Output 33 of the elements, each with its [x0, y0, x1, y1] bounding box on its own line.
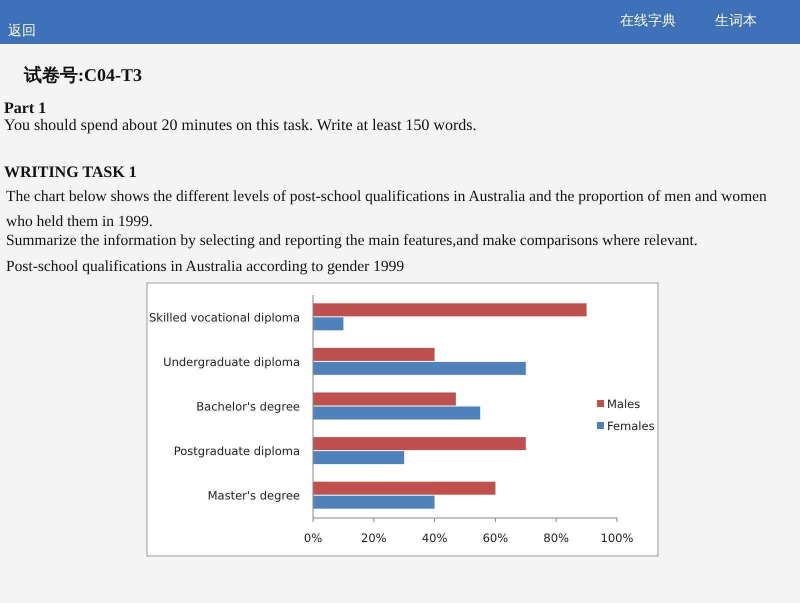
- x-tick-label: 20%: [361, 531, 387, 545]
- text: 试卷号:C04-T3: [24, 64, 142, 87]
- bar: [313, 392, 456, 406]
- bar: [313, 362, 526, 375]
- y-tick-label: Skilled vocational diploma: [149, 310, 300, 324]
- y-tick-label: Master's degree: [208, 488, 300, 503]
- bar: [313, 451, 404, 464]
- bar: [313, 496, 435, 509]
- text: Summarize the information by selecting and reporting the main features,and make comparisons where relevant.: [6, 232, 698, 250]
- legend-label: Females: [607, 419, 655, 433]
- x-tick-label: 40%: [422, 531, 448, 545]
- legend-label: Males: [607, 397, 640, 411]
- bar: [313, 406, 480, 420]
- bar: [313, 317, 344, 330]
- text: You should spend about 20 minutes on this task. Write at least 150 words.: [4, 117, 477, 135]
- x-tick-label: 100%: [600, 531, 634, 545]
- text: 生词本: [715, 12, 757, 30]
- bar: [313, 303, 587, 316]
- bar: [313, 482, 496, 495]
- text: WRITING TASK 1: [4, 164, 137, 182]
- bar: [313, 437, 526, 450]
- y-tick-label: Postgraduate diploma: [174, 444, 300, 458]
- x-tick-label: 80%: [543, 531, 570, 545]
- text: Part 1: [4, 100, 46, 118]
- text: 在线字典: [620, 12, 676, 30]
- y-tick-label: Bachelor's degree: [196, 400, 300, 414]
- x-tick-label: 60%: [482, 531, 508, 545]
- bar: [313, 348, 435, 361]
- y-tick-label: Undergraduate diploma: [163, 354, 300, 369]
- chart-title: Post-school qualifications in Australia according to gender 1999: [6, 258, 404, 276]
- text: 返回: [8, 22, 36, 40]
- x-tick-label: 0%: [304, 531, 322, 545]
- text: The chart below shows the different levels of post-school qualifications in Australia and the proportion of men and women who held them in 1999.: [6, 188, 767, 230]
